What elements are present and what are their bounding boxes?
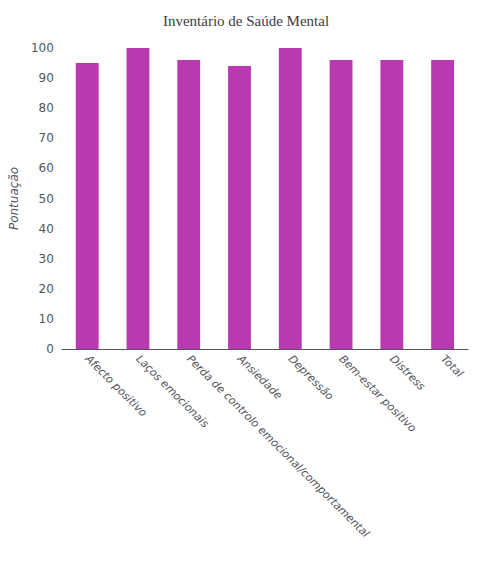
svg-text:Pontuação: Pontuação	[7, 167, 21, 230]
svg-text:Inventário de Saúde Mental: Inventário de Saúde Mental	[163, 13, 329, 29]
svg-text:Total: Total	[438, 352, 466, 380]
svg-text:70: 70	[39, 131, 54, 145]
svg-text:Perda de controlo emocional/co: Perda de controlo emocional/comportament…	[184, 352, 372, 540]
svg-text:100: 100	[31, 41, 54, 55]
svg-text:20: 20	[39, 282, 54, 296]
svg-text:80: 80	[39, 101, 54, 115]
svg-text:Afecto positivo: Afecto positivo	[82, 352, 150, 420]
svg-text:50: 50	[39, 192, 54, 206]
svg-text:60: 60	[39, 161, 54, 175]
svg-text:Bem-estar positivo: Bem-estar positivo	[336, 352, 419, 435]
svg-text:40: 40	[39, 222, 54, 236]
svg-text:30: 30	[39, 252, 54, 266]
svg-text:Ansiedade: Ansiedade	[234, 352, 285, 403]
svg-text:Depressão: Depressão	[286, 352, 337, 403]
svg-text:90: 90	[39, 71, 54, 85]
svg-text:10: 10	[39, 312, 54, 326]
svg-text:Distress: Distress	[387, 352, 428, 393]
svg-text:0: 0	[46, 342, 54, 356]
svg-text:Laços emocionais: Laços emocionais	[133, 352, 212, 431]
